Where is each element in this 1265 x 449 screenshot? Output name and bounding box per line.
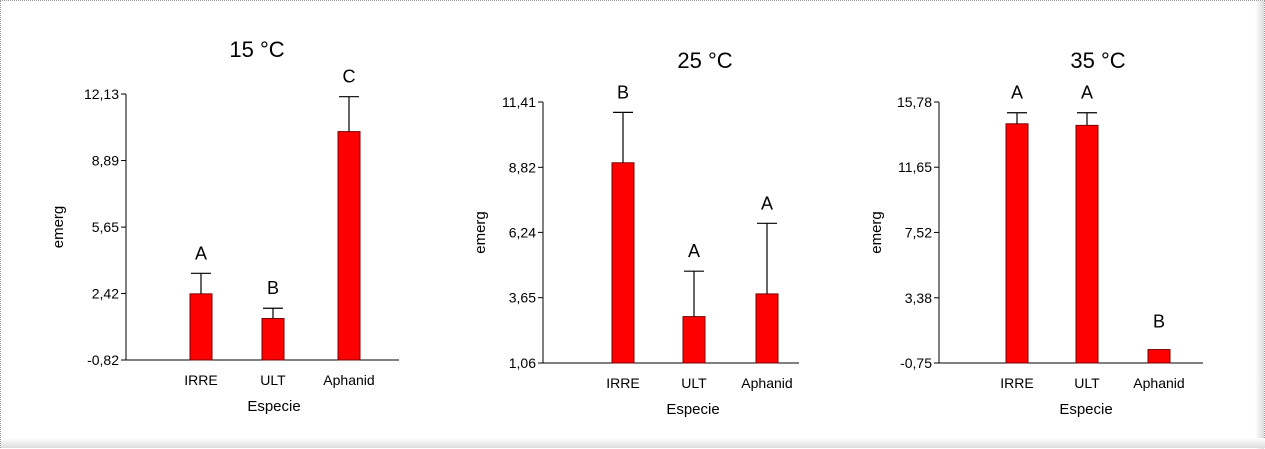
x-tick-label: IRRE [184,372,217,388]
significance-letter: A [1081,83,1093,103]
y-tick-label: 3,65 [509,290,536,306]
bar [189,293,213,361]
significance-letter: B [1153,312,1165,332]
y-tick-label: -0,82 [87,352,119,368]
chart-title: 35 °C [1070,48,1125,73]
bar [261,318,285,361]
x-tick-label: ULT [681,375,707,391]
y-tick-label: -0,75 [900,355,932,371]
significance-letter: A [688,241,700,261]
chart-title: 15 °C [229,37,284,62]
bar [755,293,779,364]
x-tick-label: ULT [260,372,286,388]
y-tick-label: 15,78 [897,94,932,110]
bar [1005,123,1029,364]
significance-letter: C [343,67,356,87]
bar [337,131,361,361]
bar [611,162,635,364]
y-tick-label: 11,65 [898,159,932,175]
y-tick-label: 8,89 [92,153,119,169]
bar [1147,349,1171,364]
y-tick-label: 2,42 [92,285,119,301]
y-axis-label: emerg [868,211,885,254]
x-axis-label: Especie [666,401,719,418]
x-axis-label: Especie [1059,401,1112,418]
x-tick-label: Aphanid [741,375,792,391]
x-tick-label: ULT [1074,375,1100,391]
bar [682,316,706,364]
y-tick-label: 11,41 [502,94,536,110]
significance-letter: A [1011,83,1023,103]
significance-letter: A [761,193,773,213]
x-tick-label: IRRE [1000,375,1033,391]
y-tick-label: 8,82 [509,159,536,175]
frame-shadow-bottom [1,438,1265,448]
x-tick-label: IRRE [606,375,639,391]
y-tick-label: 5,65 [92,219,119,235]
y-axis-label: emerg [50,206,67,249]
bar [1075,124,1099,364]
y-tick-label: 3,38 [905,290,932,306]
x-tick-label: Aphanid [1133,375,1184,391]
y-tick-label: 6,24 [509,224,536,240]
y-tick-label: 7,52 [905,224,932,240]
significance-letter: B [267,278,279,298]
y-tick-label: 1,06 [509,355,536,371]
y-tick-label: 12,13 [84,86,119,102]
significance-letter: A [195,243,207,263]
chart-title: 25 °C [677,48,732,73]
y-axis-label: emerg [472,211,489,254]
x-tick-label: Aphanid [323,372,374,388]
x-axis-label: Especie [247,398,300,415]
frame-shadow-right [1255,1,1264,449]
significance-letter: B [617,82,629,102]
